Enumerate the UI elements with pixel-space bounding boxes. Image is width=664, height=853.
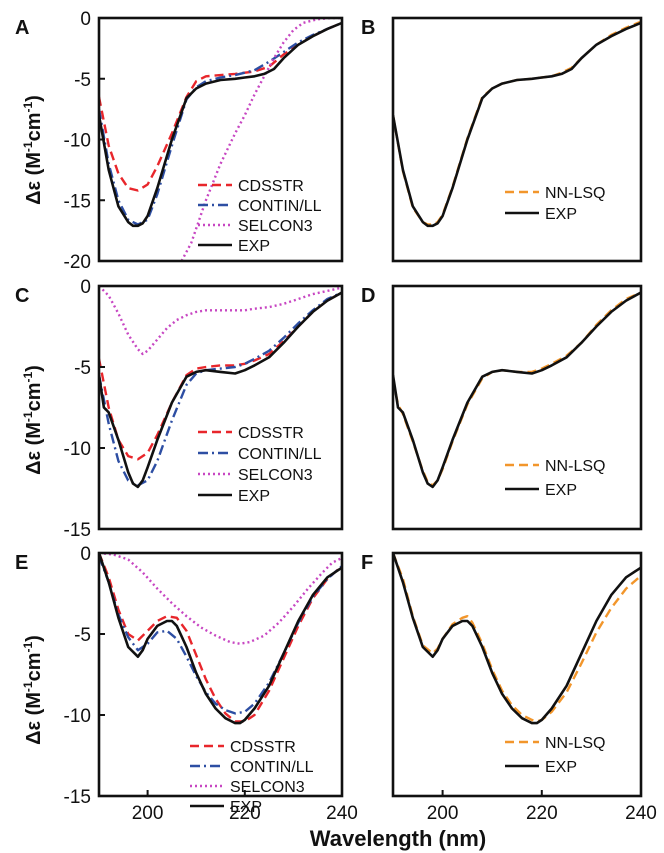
legend-label: CDSSTR [230, 739, 296, 756]
y-tick-label: -10 [64, 706, 91, 727]
x-tick-label: 240 [625, 803, 657, 824]
x-tick-label: 200 [132, 803, 164, 824]
legend-label: SELCON3 [238, 218, 313, 235]
panel-b: B NN-LSQ EXP [361, 16, 643, 263]
y-axis-label-end: ) [23, 365, 45, 372]
y-tick-label: 0 [80, 277, 91, 298]
series-line-selcon3 [99, 553, 342, 645]
panel-f: 200 220 240 F NN-LSQ EXP [361, 551, 657, 824]
y-axis-label-bottom: Δε (M-1cm-1) [21, 635, 45, 745]
series-line-exp [99, 291, 342, 489]
x-axis-label: Wavelength (nm) [310, 826, 486, 851]
series-line-exp [393, 21, 641, 228]
y-axis-label-sup2: -1 [21, 372, 35, 383]
panel-c: 0 -5 -10 -15 C CDSSTR CONTIN/LL SELCON3 EXP [15, 277, 344, 541]
legend: NN-LSQ EXP [505, 458, 605, 499]
y-axis-label-main: Δε (M [23, 152, 45, 205]
legend: CDSSTR CONTIN/LL SELCON3 EXP [198, 425, 322, 505]
y-tick-label: -5 [74, 358, 91, 379]
series-line-nn-lsq [393, 291, 641, 487]
panel-letter: D [361, 285, 375, 307]
series-line-cdsstr [99, 291, 342, 461]
y-axis-label-end: ) [23, 95, 45, 102]
legend-label: EXP [545, 206, 577, 223]
plot-frame [97, 551, 344, 798]
y-axis-label-main: Δε (M [23, 422, 45, 475]
y-axis-label-mid: cm [23, 113, 45, 142]
y-tick-label: -10 [64, 131, 91, 152]
legend-label: NN-LSQ [545, 185, 605, 202]
panel-d: D NN-LSQ EXP [361, 284, 643, 531]
panel-letter: A [15, 17, 29, 39]
legend: NN-LSQ EXP [505, 735, 605, 776]
panel-a: 0 -5 -10 -15 -20 A CDSSTR CONTIN/LL SELCON3 EXP [15, 9, 344, 273]
series-line-contin-ll [99, 555, 342, 715]
series-line-exp [393, 291, 641, 489]
y-axis-label-main: Δε (M [23, 692, 45, 745]
panels-group: 0-5-10-15-20ACDSSTRCONTIN/LLSELCON3EXPBN… [15, 9, 657, 824]
y-tick-label: -5 [74, 70, 91, 91]
y-tick-label: -15 [64, 787, 91, 808]
series-line-exp [99, 553, 342, 725]
x-tick-label: 200 [427, 803, 459, 824]
series-line-exp [99, 21, 342, 228]
y-axis-label-sup1: -1 [21, 411, 35, 422]
legend-label: CDSSTR [238, 425, 304, 442]
y-axis-label-sup1: -1 [21, 681, 35, 692]
x-tick-label: 220 [526, 803, 558, 824]
x-tick-label: 240 [326, 803, 358, 824]
legend-label: EXP [238, 488, 270, 505]
legend-label: EXP [545, 482, 577, 499]
panel-letter: F [361, 552, 373, 574]
y-axis-label-sup2: -1 [21, 102, 35, 113]
plot-frame [97, 284, 344, 531]
series-line-selcon3 [99, 286, 342, 356]
y-tick-label: -10 [64, 439, 91, 460]
y-axis-label-top: Δε (M-1cm-1) [21, 95, 45, 205]
y-tick-label: -20 [64, 252, 91, 273]
y-axis-label-middle: Δε (M-1cm-1) [21, 365, 45, 475]
legend-label: SELCON3 [238, 467, 313, 484]
plot-frame [391, 284, 643, 531]
panel-letter: C [15, 285, 29, 307]
panel-letter: E [15, 552, 28, 574]
plot-frame [391, 16, 643, 263]
panel-e: 0 -5 -10 -15 200 220 240 E CDSSTR CONTIN/LL SELCON… [15, 544, 358, 824]
legend-label: CONTIN/LL [238, 446, 322, 463]
legend-label: CDSSTR [238, 178, 304, 195]
y-tick-label: 0 [80, 544, 91, 565]
legend-label: CONTIN/LL [230, 759, 314, 776]
legend-label: EXP [230, 799, 262, 816]
y-axis-label-mid: cm [23, 653, 45, 682]
y-axis-label-sup1: -1 [21, 141, 35, 152]
plot-frame [391, 551, 643, 798]
legend-label: NN-LSQ [545, 735, 605, 752]
series-line-cdsstr [99, 553, 342, 723]
series-line-contin-ll [99, 21, 342, 226]
legend: NN-LSQ EXP [505, 185, 605, 223]
y-tick-label: -5 [74, 625, 91, 646]
series-line-exp [393, 553, 641, 725]
legend-label: NN-LSQ [545, 458, 605, 475]
legend-label: EXP [238, 238, 270, 255]
legend: CDSSTR CONTIN/LL SELCON3 EXP [190, 739, 314, 816]
y-axis-label-mid: cm [23, 383, 45, 412]
series-line-nn-lsq [393, 553, 641, 723]
y-tick-label: -15 [64, 520, 91, 541]
legend: CDSSTR CONTIN/LL SELCON3 EXP [198, 178, 322, 255]
x-tick-label: 220 [229, 803, 261, 824]
legend-label: SELCON3 [230, 779, 305, 796]
series-line-cdsstr [99, 21, 342, 192]
legend-label: EXP [545, 759, 577, 776]
legend-label: CONTIN/LL [238, 198, 322, 215]
y-tick-label: 0 [80, 9, 91, 30]
y-axis-label-end: ) [23, 635, 45, 642]
y-tick-label: -15 [64, 191, 91, 212]
panel-letter: B [361, 17, 375, 39]
y-axis-label-sup2: -1 [21, 642, 35, 653]
